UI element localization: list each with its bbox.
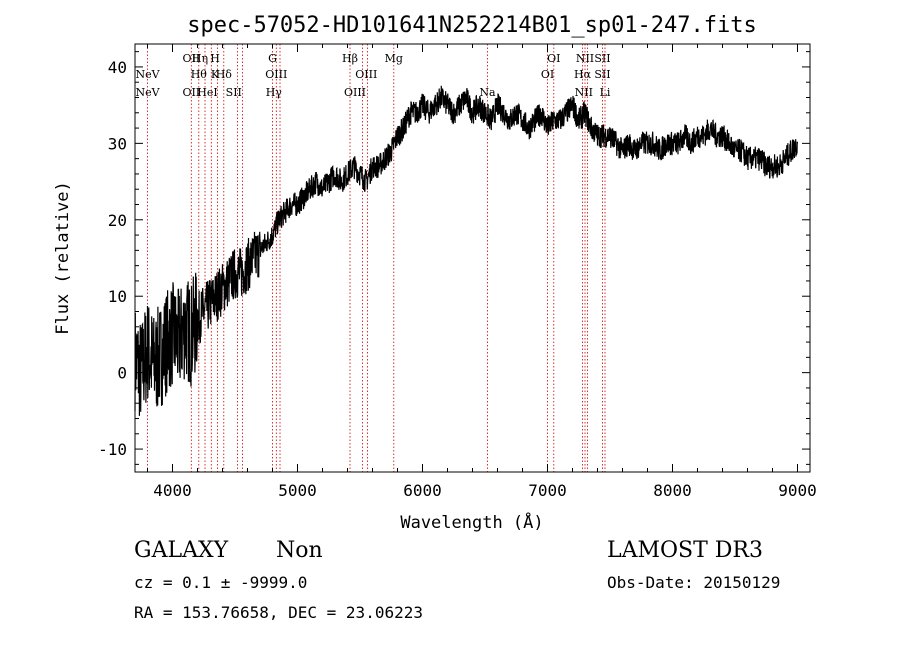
line-label-5: Hθ: [191, 68, 208, 81]
line-label-25: SII: [594, 68, 610, 81]
y-axis-label: Flux (relative): [53, 181, 73, 335]
x-axis-ticks: 4000 5000 6000 7000 8000 9000: [147, 44, 817, 500]
object-class: GALAXY: [134, 538, 229, 563]
object-subclass: Non: [276, 538, 323, 563]
x-tick-label-5000: 5000: [278, 481, 317, 500]
y-tick-label-20: 20: [108, 211, 127, 230]
line-label-19: OI: [547, 52, 560, 65]
line-label-9: Hδ: [216, 68, 233, 81]
y-axis-ticks: -10 0 10 20 30 40: [98, 51, 810, 465]
line-label-24: SII: [594, 52, 610, 65]
line-label-13: Hγ: [266, 86, 283, 99]
y-tick-label-0: 0: [117, 364, 127, 383]
line-label-16: OIII: [344, 86, 366, 99]
flux-series-line: [134, 85, 799, 416]
line-label-26: Li: [600, 86, 611, 99]
line-label-18: Na: [479, 86, 496, 99]
line-label-14: Hβ: [342, 52, 358, 65]
line-label-17: Mg: [385, 52, 403, 65]
redshift-cz: cz = 0.1 ± -9999.0: [134, 573, 308, 592]
line-label-0: NeV: [135, 68, 160, 81]
line-label-21: NII: [576, 52, 594, 65]
x-tick-label-7000: 7000: [528, 481, 567, 500]
observation-date: Obs-Date: 20150129: [607, 573, 781, 592]
line-label-7: H: [210, 52, 220, 65]
line-label-8: K: [211, 68, 220, 81]
line-label-23: NII: [575, 86, 593, 99]
ra-dec: RA = 153.76658, DEC = 23.06223: [134, 603, 423, 622]
line-label-10: SII: [226, 86, 242, 99]
line-label-20: OI: [541, 68, 554, 81]
x-tick-label-8000: 8000: [653, 481, 692, 500]
line-label-4: Hη: [192, 52, 208, 65]
y-tick-label-40: 40: [108, 58, 127, 77]
line-label-6: HeI: [197, 86, 217, 99]
x-tick-label-4000: 4000: [153, 481, 192, 500]
chart-title: spec-57052-HD101641N252214B01_sp01-247.f…: [187, 13, 757, 38]
y-tick-label-30: 30: [108, 134, 127, 153]
line-label-11: G: [268, 52, 277, 65]
x-axis-label: Wavelength (Å): [400, 511, 543, 533]
line-label-1: NeV: [135, 86, 160, 99]
line-label-2: OII: [182, 52, 200, 65]
line-label-22: Hα: [574, 68, 592, 81]
line-label-12: OIII: [265, 68, 287, 81]
line-label-3: OII: [182, 86, 200, 99]
line-label-15: OIII: [355, 68, 377, 81]
x-tick-label-6000: 6000: [403, 481, 442, 500]
survey-name: LAMOST DR3: [607, 538, 763, 563]
y-tick-label--10: -10: [98, 440, 127, 459]
emission-line-labels: NeVNeVOIIOIIHηHθHeIHKHδSIIGOIIIHγHβOIIIO…: [135, 52, 610, 99]
y-tick-label-10: 10: [108, 287, 127, 306]
x-tick-label-9000: 9000: [778, 481, 817, 500]
